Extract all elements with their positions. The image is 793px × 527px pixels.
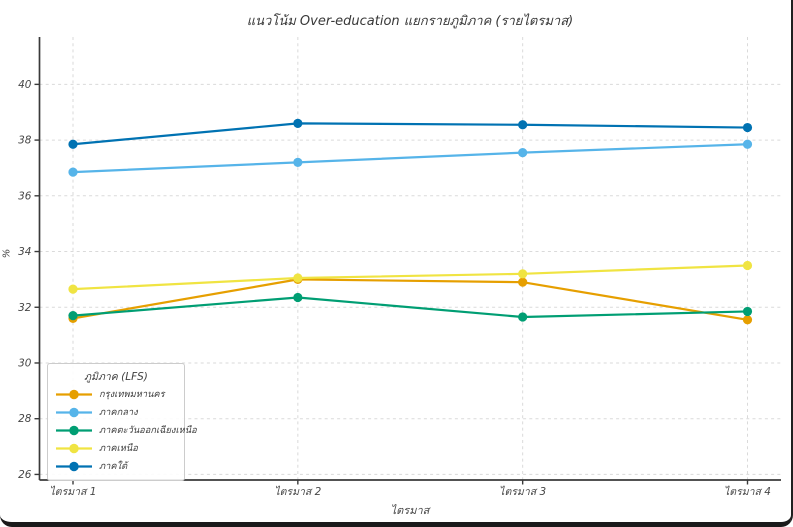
legend-marker-icon	[56, 407, 92, 417]
y-tick-label: 26	[18, 469, 32, 481]
y-tick-label: 34	[18, 246, 31, 258]
legend-marker-icon	[56, 443, 92, 454]
y-tick-label: 36	[18, 190, 32, 202]
legend-label: ภาคตะวันออกเฉียงเหนือ	[99, 424, 197, 436]
y-tick-label: 32	[18, 302, 32, 314]
legend-item-south: ภาคใต้	[55, 458, 177, 476]
chart-title: แนวโน้ม Over-education แยกรายภูมิภาค (รา…	[246, 14, 574, 29]
y-tick-label: 40	[18, 79, 32, 91]
x-tick-label: ไตรมาส 4	[724, 485, 771, 498]
legend-marker-icon	[56, 425, 92, 436]
legend-item-north: ภาคเหนือ	[55, 440, 177, 458]
data-point	[68, 139, 78, 149]
data-point	[68, 311, 78, 321]
data-point	[518, 120, 528, 130]
data-point	[293, 273, 303, 283]
series-line-2	[72, 296, 748, 319]
series-line-3	[72, 264, 748, 291]
legend-label: ภาคใต้	[99, 461, 128, 473]
data-point	[742, 139, 753, 149]
legend: ภูมิภาค (LFS) กรุงเทพมหานคร ภาคกลาง ภาคต…	[47, 363, 197, 481]
data-point	[293, 157, 303, 167]
x-axis-label: ไตรมาส	[390, 504, 430, 517]
legend-item-central: ภาคกลาง	[55, 403, 177, 421]
legend-title: ภูมิภาค (LFS)	[84, 371, 148, 383]
legend-label: ภาคเหนือ	[99, 443, 138, 455]
legend-label: ภาคกลาง	[99, 406, 138, 418]
legend-item-northeast: ภาคตะวันออกเฉียงเหนือ	[55, 421, 197, 439]
y-tick-label: 38	[18, 135, 32, 147]
y-axis-label: %	[1, 248, 13, 259]
data-point	[742, 260, 753, 271]
y-tick-label: 30	[18, 357, 32, 369]
data-point	[518, 148, 528, 158]
x-tick-label: ไตรมาส 2	[274, 485, 321, 498]
data-point	[742, 315, 753, 325]
data-point	[518, 269, 528, 279]
data-point	[518, 277, 528, 287]
y-tick-label: 28	[18, 413, 32, 425]
x-tick-label: ไตรมาส 1	[50, 485, 97, 498]
series-line-0	[72, 278, 748, 321]
legend-marker-icon	[56, 389, 92, 399]
data-point	[293, 118, 303, 128]
data-point	[518, 312, 528, 322]
data-point	[742, 122, 753, 133]
x-tick-label: ไตรมาส 3	[499, 485, 546, 498]
legend-marker-icon	[56, 462, 92, 472]
data-point	[293, 292, 303, 303]
series-line-1	[72, 143, 748, 174]
data-point	[742, 306, 753, 317]
series-line-4	[72, 122, 748, 146]
legend-item-bangkok: กรุงเทพมหานคร	[55, 385, 177, 403]
data-point	[68, 284, 78, 294]
legend-label: กรุงเทพมหานคร	[99, 388, 165, 400]
data-point	[68, 167, 78, 177]
